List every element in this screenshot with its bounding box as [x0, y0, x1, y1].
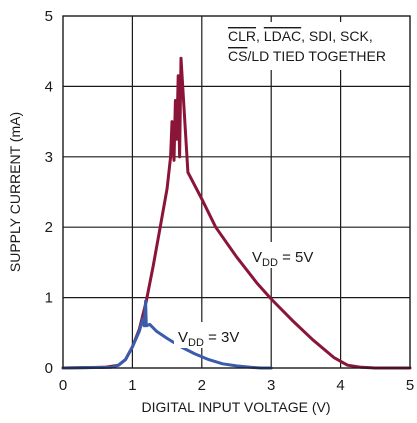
config-note-line-2: CS/LD TIED TOGETHER — [228, 48, 386, 64]
y-tick-label: 3 — [45, 149, 53, 166]
plot-frame — [62, 15, 411, 369]
series-vdd-5v-line — [61, 56, 412, 370]
series-vdd-3v-line — [61, 299, 273, 370]
tick-labels: 0 1 2 3 4 5 0 1 2 3 4 5 — [45, 8, 415, 394]
grid-lines — [63, 16, 410, 368]
ldac-signal: LDAC — [264, 28, 301, 44]
x-tick-label: 2 — [198, 377, 206, 394]
series-layer — [61, 56, 412, 370]
y-axis-title: SUPPLY CURRENT (mA) — [7, 112, 23, 272]
x-tick-label: 5 — [406, 377, 414, 394]
clr-signal: CLR — [228, 28, 256, 44]
config-note-line-1: CLR, LDAC, SDI, SCK, — [228, 28, 373, 44]
y-tick-label: 5 — [45, 8, 53, 25]
cs-signal: CS — [228, 48, 247, 64]
vdd-5v-annotation: VDD = 5V — [248, 242, 326, 269]
svg-text:VDD = 3V: VDD = 3V — [178, 329, 239, 349]
y-tick-label: 1 — [45, 290, 53, 307]
svg-text:VDD = 5V: VDD = 5V — [252, 249, 313, 269]
x-tick-label: 0 — [59, 377, 67, 394]
x-tick-label: 1 — [128, 377, 136, 394]
x-tick-label: 3 — [267, 377, 275, 394]
y-tick-label: 4 — [45, 78, 53, 95]
x-axis-title: DIGITAL INPUT VOLTAGE (V) — [141, 399, 330, 415]
config-note: CLR, LDAC, SDI, SCK, CS/LD TIED TOGETHER — [224, 22, 405, 70]
y-tick-label: 2 — [45, 219, 53, 236]
y-tick-label: 0 — [45, 360, 53, 377]
vdd-3v-annotation: VDD = 3V — [174, 322, 252, 349]
x-tick-label: 4 — [336, 377, 344, 394]
